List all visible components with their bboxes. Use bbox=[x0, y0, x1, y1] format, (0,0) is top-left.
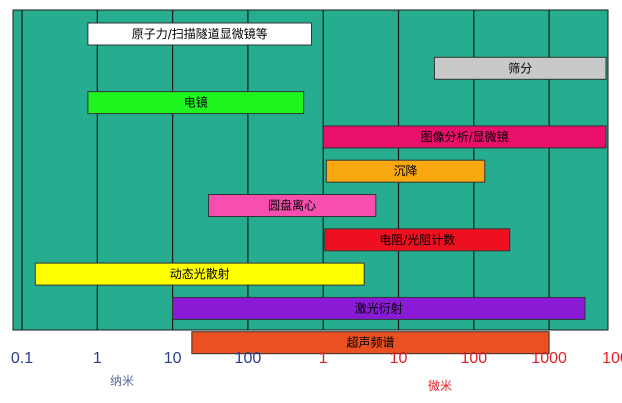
technique-bar: 原子力/扫描隧道显微镜等 bbox=[87, 22, 313, 46]
bar-label: 沉降 bbox=[394, 164, 418, 178]
bar-rect bbox=[87, 22, 313, 46]
nanometer-unit-label: 纳米 bbox=[110, 374, 134, 388]
bar-label: 激光衍射 bbox=[355, 300, 403, 315]
bar-rect bbox=[172, 296, 586, 320]
x-tick-label: 1000 bbox=[531, 350, 567, 367]
technique-bar: 电镜 bbox=[87, 91, 305, 115]
bar-rect bbox=[433, 56, 607, 80]
technique-bar: 超声频谱 bbox=[191, 331, 550, 355]
bar-label: 图像分析/显微镜 bbox=[421, 129, 509, 144]
x-tick-label: 100 bbox=[235, 350, 262, 367]
micrometer-unit-label: 微米 bbox=[428, 379, 452, 393]
bar-label: 超声频谱 bbox=[346, 335, 394, 350]
x-tick-labels: 0.1 1 10 100 1 10 100 1000 10000 bbox=[11, 350, 622, 367]
bar-label: 电阻/光阻计数 bbox=[379, 232, 455, 247]
x-tick-label: 1 bbox=[93, 350, 102, 367]
technique-bar: 动态光散射 bbox=[34, 262, 365, 286]
x-tick-label: 100 bbox=[460, 350, 487, 367]
technique-bar: 筛分 bbox=[433, 56, 607, 80]
bar-rect bbox=[322, 125, 607, 149]
bar-label: 原子力/扫描隧道显微镜等 bbox=[132, 26, 268, 41]
bar-rect bbox=[34, 262, 365, 286]
technique-bar: 圆盘离心 bbox=[208, 194, 377, 217]
bar-label: 电镜 bbox=[184, 95, 208, 110]
x-tick-label: 10000 bbox=[602, 350, 622, 367]
technique-bar: 图像分析/显微镜 bbox=[322, 125, 607, 149]
technique-bar: 沉降 bbox=[325, 159, 486, 183]
bar-rect bbox=[208, 194, 377, 217]
bar-label: 圆盘离心 bbox=[268, 198, 316, 213]
bar-label: 动态光散射 bbox=[170, 266, 230, 281]
technique-bars: 原子力/扫描隧道显微镜等筛分电镜图像分析/显微镜沉降圆盘离心电阻/光阻计数动态光… bbox=[34, 22, 607, 355]
bar-label: 筛分 bbox=[508, 60, 532, 75]
x-tick-label: 10 bbox=[164, 350, 182, 367]
bar-rect bbox=[191, 331, 550, 355]
bar-rect bbox=[87, 91, 305, 115]
x-tick-label: 1 bbox=[319, 350, 328, 367]
bar-rect bbox=[324, 228, 511, 252]
x-tick-label: 10 bbox=[390, 350, 408, 367]
x-tick-label: 0.1 bbox=[11, 350, 33, 367]
technique-bar: 电阻/光阻计数 bbox=[324, 228, 511, 252]
technique-bar: 激光衍射 bbox=[172, 296, 586, 320]
bar-rect bbox=[325, 159, 486, 183]
